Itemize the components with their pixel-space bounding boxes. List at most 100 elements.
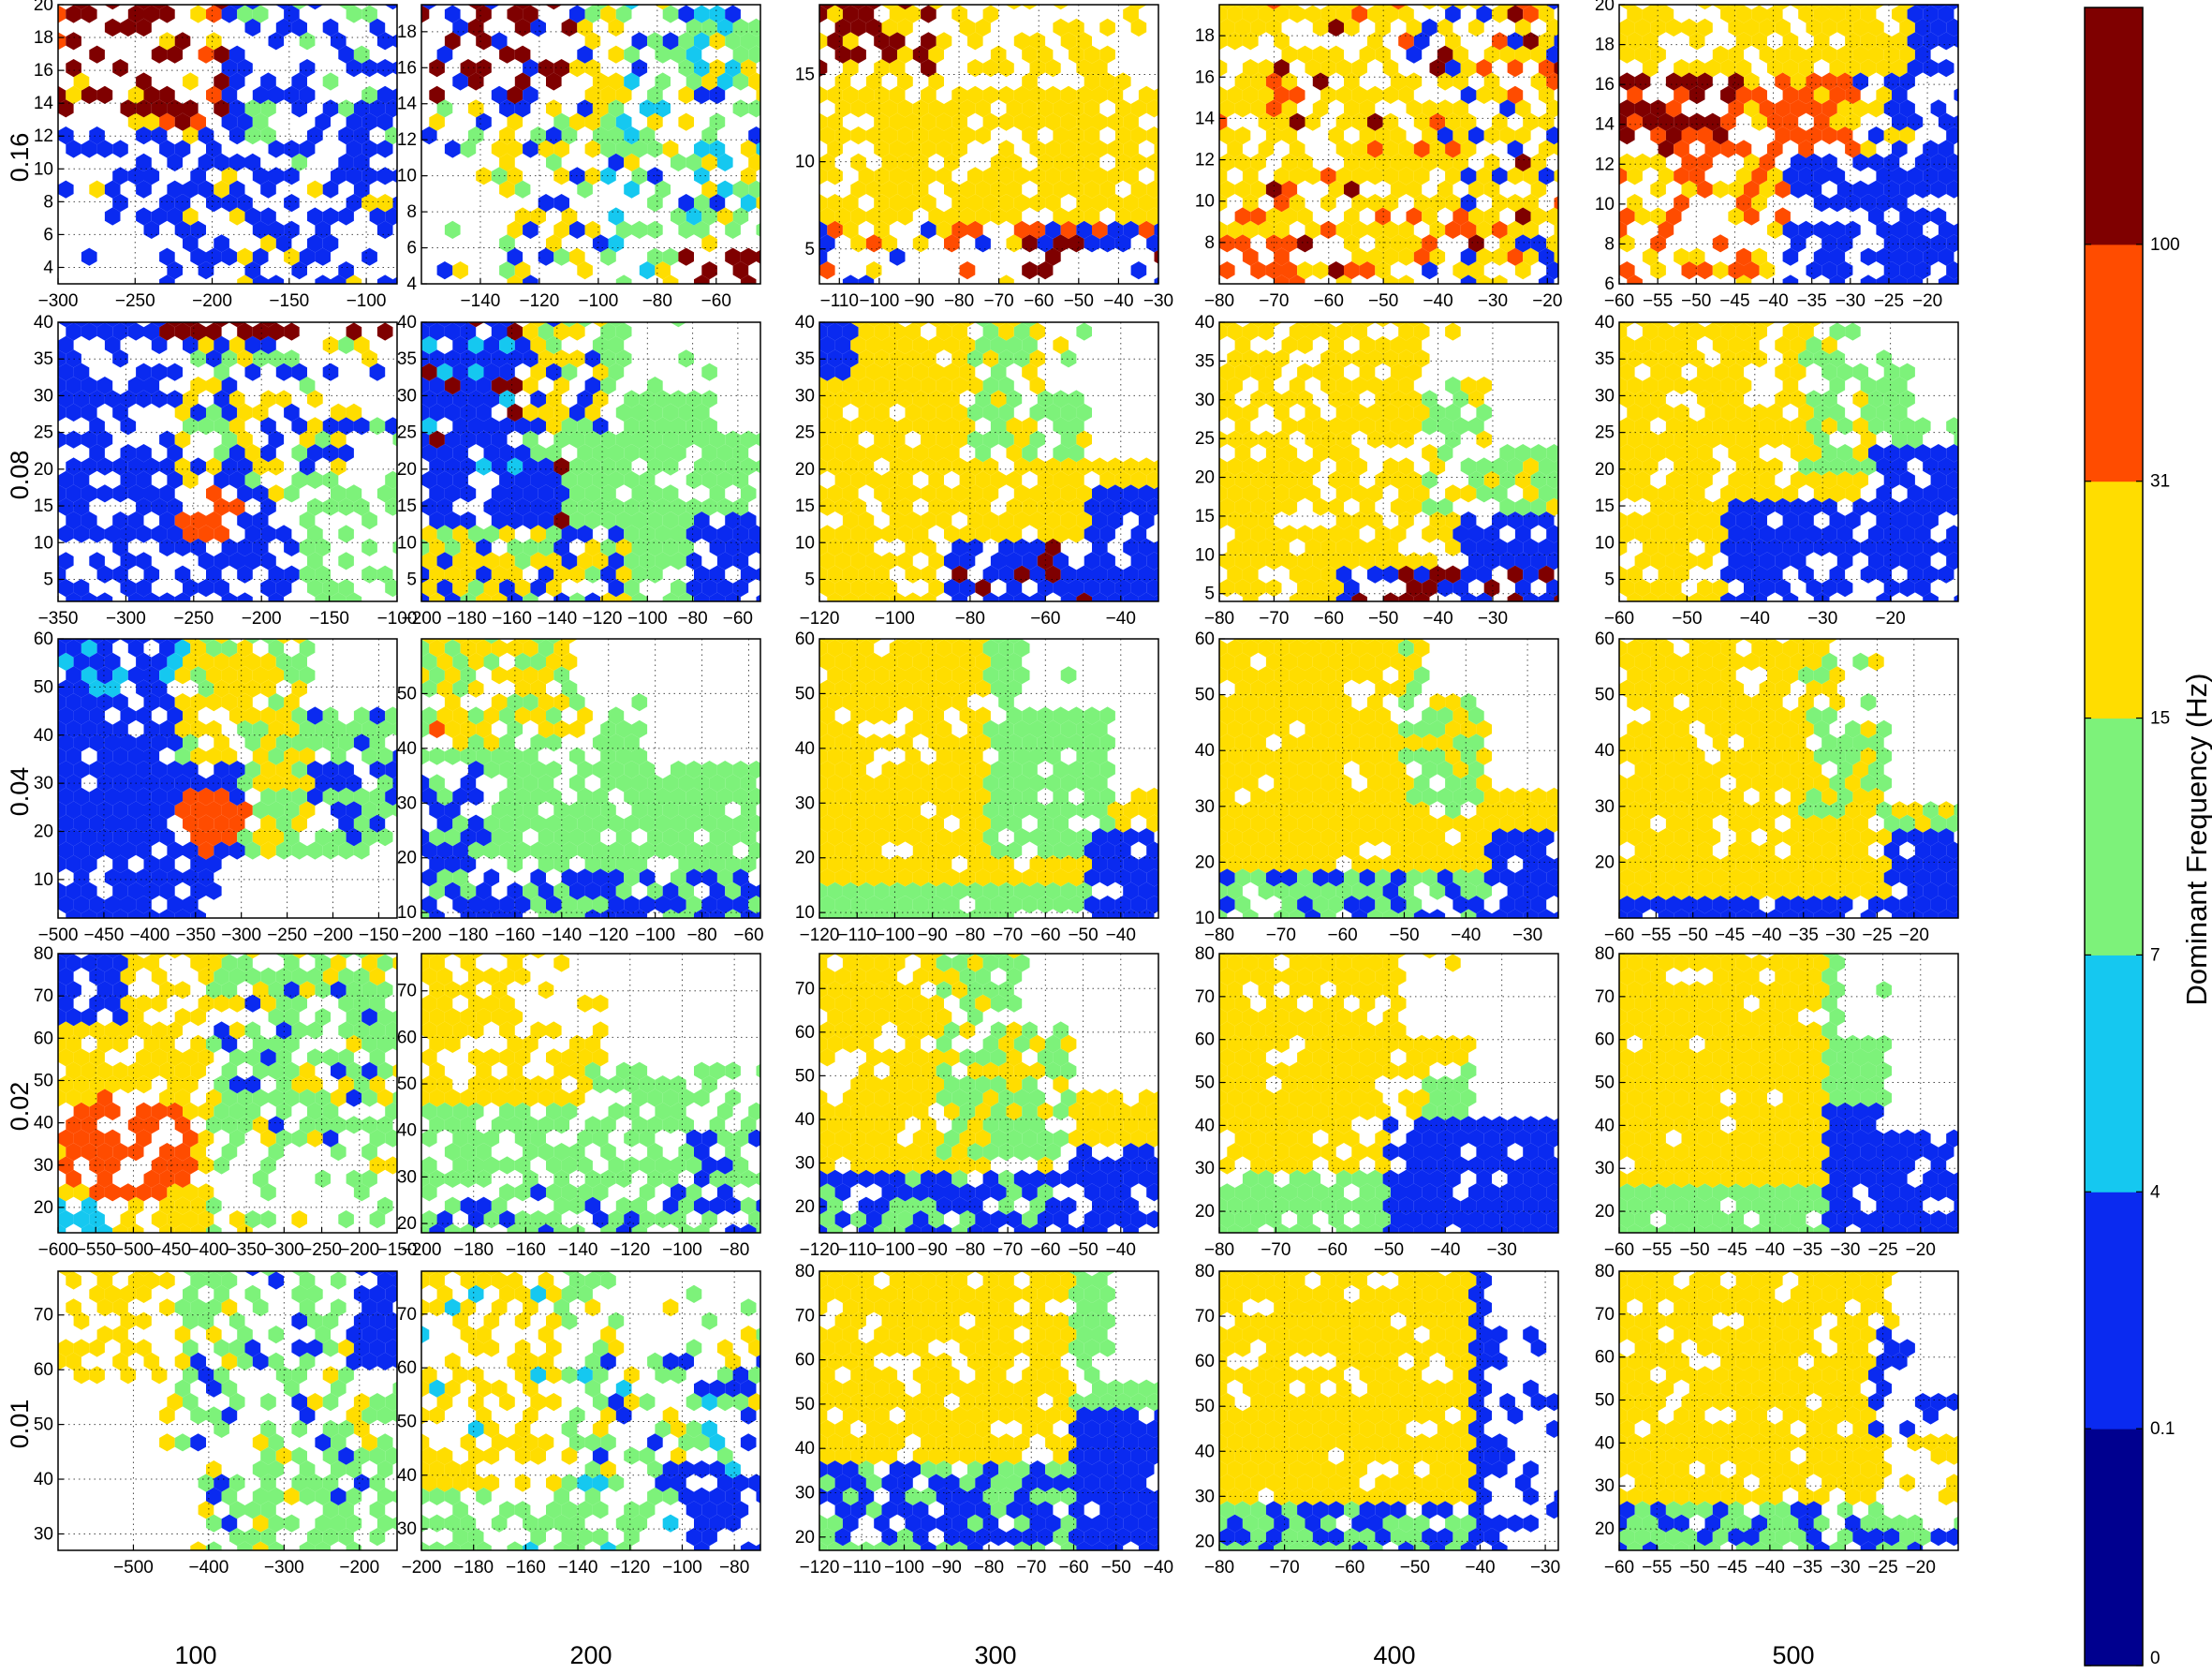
hex-cell xyxy=(1546,207,1558,226)
hex-cell xyxy=(444,801,461,820)
hex-cell xyxy=(112,881,128,900)
hex-cell xyxy=(174,639,191,658)
hex-cell xyxy=(1359,322,1376,328)
hex-cell xyxy=(1892,457,1908,476)
hex-cell xyxy=(1422,497,1438,516)
hex-cell xyxy=(1453,868,1468,887)
hex-cell xyxy=(1720,403,1736,422)
hex-cell xyxy=(361,801,377,820)
hex-cell xyxy=(1375,207,1391,226)
hex-cell xyxy=(315,774,331,793)
hex-cell xyxy=(897,868,913,887)
hex-cell xyxy=(1069,417,1084,436)
hex-cell xyxy=(174,194,191,213)
hex-cell xyxy=(151,335,168,354)
hex-cell xyxy=(1084,72,1100,91)
hex-cell xyxy=(436,552,453,570)
hex-cell xyxy=(1697,497,1713,516)
hex-cell xyxy=(1492,484,1508,503)
hex-cell xyxy=(514,99,531,118)
hex-cell xyxy=(850,335,866,354)
hex-cell xyxy=(874,565,890,584)
hex-cell xyxy=(1476,85,1492,104)
hex-cell xyxy=(936,403,952,422)
hex-cell xyxy=(1468,525,1484,543)
hex-cell xyxy=(1107,85,1124,104)
hex-cell xyxy=(206,666,222,685)
hex-cell xyxy=(553,511,569,530)
hex-cell xyxy=(1697,180,1713,199)
hex-cell xyxy=(1281,234,1298,253)
hex-cell xyxy=(671,497,686,516)
hex-cell xyxy=(561,470,578,489)
hex-cell xyxy=(1634,18,1651,37)
hex-cell xyxy=(1813,484,1830,503)
hex-cell xyxy=(834,787,851,806)
hex-cell xyxy=(460,828,477,847)
hex-cell xyxy=(1782,274,1799,284)
hex-cell xyxy=(874,484,890,503)
hex-cell xyxy=(1460,909,1477,918)
hex-cell xyxy=(1744,180,1760,199)
hex-cell xyxy=(1674,511,1689,530)
hex-cell xyxy=(444,322,461,341)
hex-cell xyxy=(1437,126,1453,145)
hex-cell xyxy=(928,322,944,328)
hex-cell xyxy=(1367,881,1383,900)
hex-cell xyxy=(1045,247,1061,266)
hex-cell xyxy=(1242,167,1259,185)
hex-cell xyxy=(452,72,468,91)
hex-cell xyxy=(881,322,898,328)
hex-cell xyxy=(1138,484,1155,503)
hex-cell xyxy=(748,896,760,914)
y-tick-label: 6 xyxy=(1604,274,1615,294)
hex-cell xyxy=(523,484,538,503)
hex-cell xyxy=(1227,430,1243,449)
hex-cell xyxy=(291,652,307,671)
hex-cell xyxy=(1938,112,1954,131)
hex-cell xyxy=(198,417,214,436)
x-tick-label: −80 xyxy=(1204,291,1234,311)
hex-cell xyxy=(694,511,710,530)
hex-cell xyxy=(1114,868,1131,887)
hex-cell xyxy=(1312,579,1329,598)
hex-cell xyxy=(865,444,882,463)
hex-cell xyxy=(975,470,991,489)
hex-cell xyxy=(1852,153,1868,171)
hex-cell xyxy=(740,32,757,51)
hex-cell xyxy=(842,484,859,503)
hex-cell xyxy=(1130,525,1147,543)
hex-cell xyxy=(1923,59,1939,78)
hex-cell xyxy=(291,706,307,725)
hex-cell xyxy=(523,377,538,395)
hex-cell xyxy=(662,828,679,847)
hex-cell xyxy=(190,112,206,131)
hex-cell xyxy=(1650,322,1666,328)
hex-cell xyxy=(1712,322,1729,328)
hex-cell xyxy=(1914,18,1931,37)
hex-cell xyxy=(1281,72,1298,91)
hex-cell xyxy=(1069,234,1084,253)
hex-cell xyxy=(523,592,538,601)
hex-cell xyxy=(1759,153,1776,171)
hex-cell xyxy=(1704,140,1721,158)
hex-cell xyxy=(1006,234,1023,253)
hex-cell xyxy=(1060,32,1077,51)
hex-cell xyxy=(1476,377,1492,395)
hex-cell xyxy=(214,99,229,118)
hex-cell xyxy=(546,5,562,10)
hex-cell xyxy=(921,112,936,131)
hex-cell xyxy=(1468,126,1484,145)
hex-cell xyxy=(577,390,593,408)
hex-cell xyxy=(1704,511,1721,530)
hex-cell xyxy=(936,457,952,476)
hex-cell xyxy=(143,881,160,900)
hex-cell xyxy=(1076,167,1092,185)
hex-cell xyxy=(748,45,760,64)
hex-cell xyxy=(1242,194,1259,213)
hex-cell xyxy=(346,484,362,503)
hex-cell xyxy=(1930,180,1947,199)
hex-cell xyxy=(1546,525,1558,543)
hex-cell xyxy=(1852,99,1868,118)
hex-cell xyxy=(819,207,835,226)
